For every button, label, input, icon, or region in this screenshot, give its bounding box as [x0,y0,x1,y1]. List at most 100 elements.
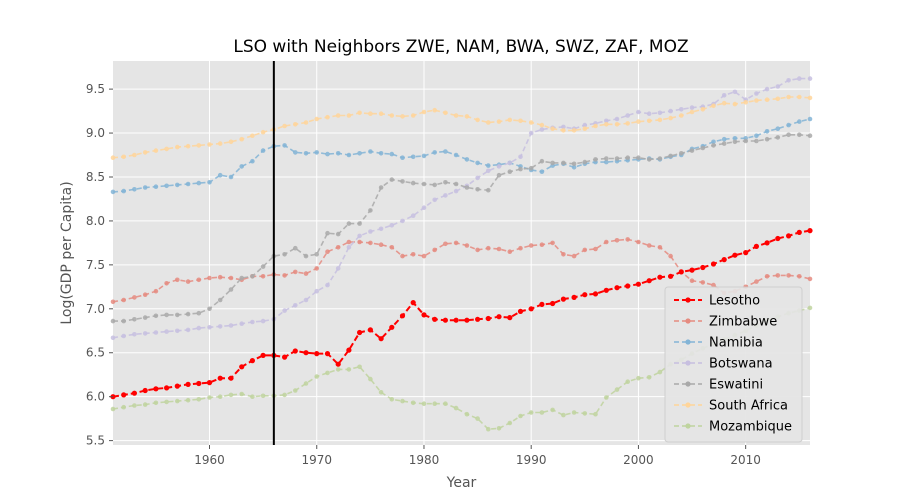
x-tick-label: 2010 [730,453,761,467]
data-point [250,274,255,279]
y-axis-label: Log(GDP per Capita) [59,181,75,324]
series-botswana [110,76,813,341]
data-point [807,305,813,311]
data-point [797,94,802,100]
data-point [260,274,266,279]
data-point [346,245,352,250]
data-point [518,166,523,172]
data-point [679,113,684,118]
data-point [668,153,673,159]
data-point [303,253,309,259]
data-point [196,397,202,402]
axis-ticks: 1960 1970 1980 1990 2000 2010 5.5 6.0 6.5 7.0 7.5 8… [86,82,761,467]
data-point [754,98,759,103]
data-point [399,313,406,319]
data-point [786,132,791,138]
data-point [507,315,513,321]
data-point [582,292,588,298]
data-point [775,273,781,278]
data-point [432,182,438,188]
data-point [260,393,266,399]
data-point [657,274,663,280]
data-point [357,151,362,156]
data-point [314,252,320,257]
data-point [807,276,813,282]
data-point [711,139,716,145]
data-point [410,213,416,218]
data-point [346,367,352,372]
data-point [185,327,191,333]
data-point [153,288,159,294]
data-point [711,103,716,109]
data-point [571,165,577,170]
legend-marker [685,423,691,429]
data-point [453,152,459,158]
data-point [442,317,448,323]
data-point [368,111,373,116]
data-point [185,381,191,387]
data-point [282,123,287,129]
data-point [571,161,577,167]
data-point [400,179,405,184]
data-point [293,303,298,308]
data-point [453,240,459,246]
data-point [496,426,502,431]
data-point [410,252,416,257]
data-point [335,231,341,237]
y-tick-label: 6.0 [86,390,105,404]
data-point [775,135,781,140]
data-point [496,246,502,252]
data-point [561,128,566,133]
data-point [303,271,309,276]
data-point [464,243,470,248]
data-point [786,78,791,83]
data-point [625,237,630,242]
data-point [335,113,341,118]
data-point [421,253,427,259]
data-point [582,247,588,253]
data-point [207,275,212,281]
data-point [357,239,362,245]
data-point [496,172,502,178]
data-point [389,151,395,157]
data-point [668,273,674,279]
data-point [164,312,169,318]
data-point [228,287,234,292]
data-point [250,394,255,400]
data-point [303,297,309,303]
legend-label: Zimbabwe [709,315,777,330]
data-point [475,117,480,123]
data-point [292,348,298,354]
data-point [797,274,802,279]
data-point [389,324,395,330]
data-point [410,180,416,186]
data-point [314,288,320,294]
data-point [185,279,191,284]
data-point [346,221,352,226]
data-point [207,325,212,330]
data-point [486,120,491,125]
data-point [625,113,630,118]
data-point [582,159,588,165]
data-point [303,350,309,356]
data-point [764,136,770,142]
data-point [507,420,513,426]
data-point [239,275,244,281]
data-point [754,138,759,144]
data-point [518,154,523,160]
data-point [507,160,513,166]
legend-item: Namibia [674,336,763,351]
data-point [678,269,684,275]
y-tick-label: 5.5 [86,434,105,448]
data-point [335,245,341,250]
data-point [550,160,555,166]
data-point [528,130,534,136]
x-tick-label: 1980 [409,453,440,467]
data-point [207,306,212,312]
data-point [432,150,438,155]
data-point [110,299,116,305]
series-line [112,96,811,159]
data-point [636,239,641,245]
data-point [325,370,330,376]
data-point [561,252,566,257]
